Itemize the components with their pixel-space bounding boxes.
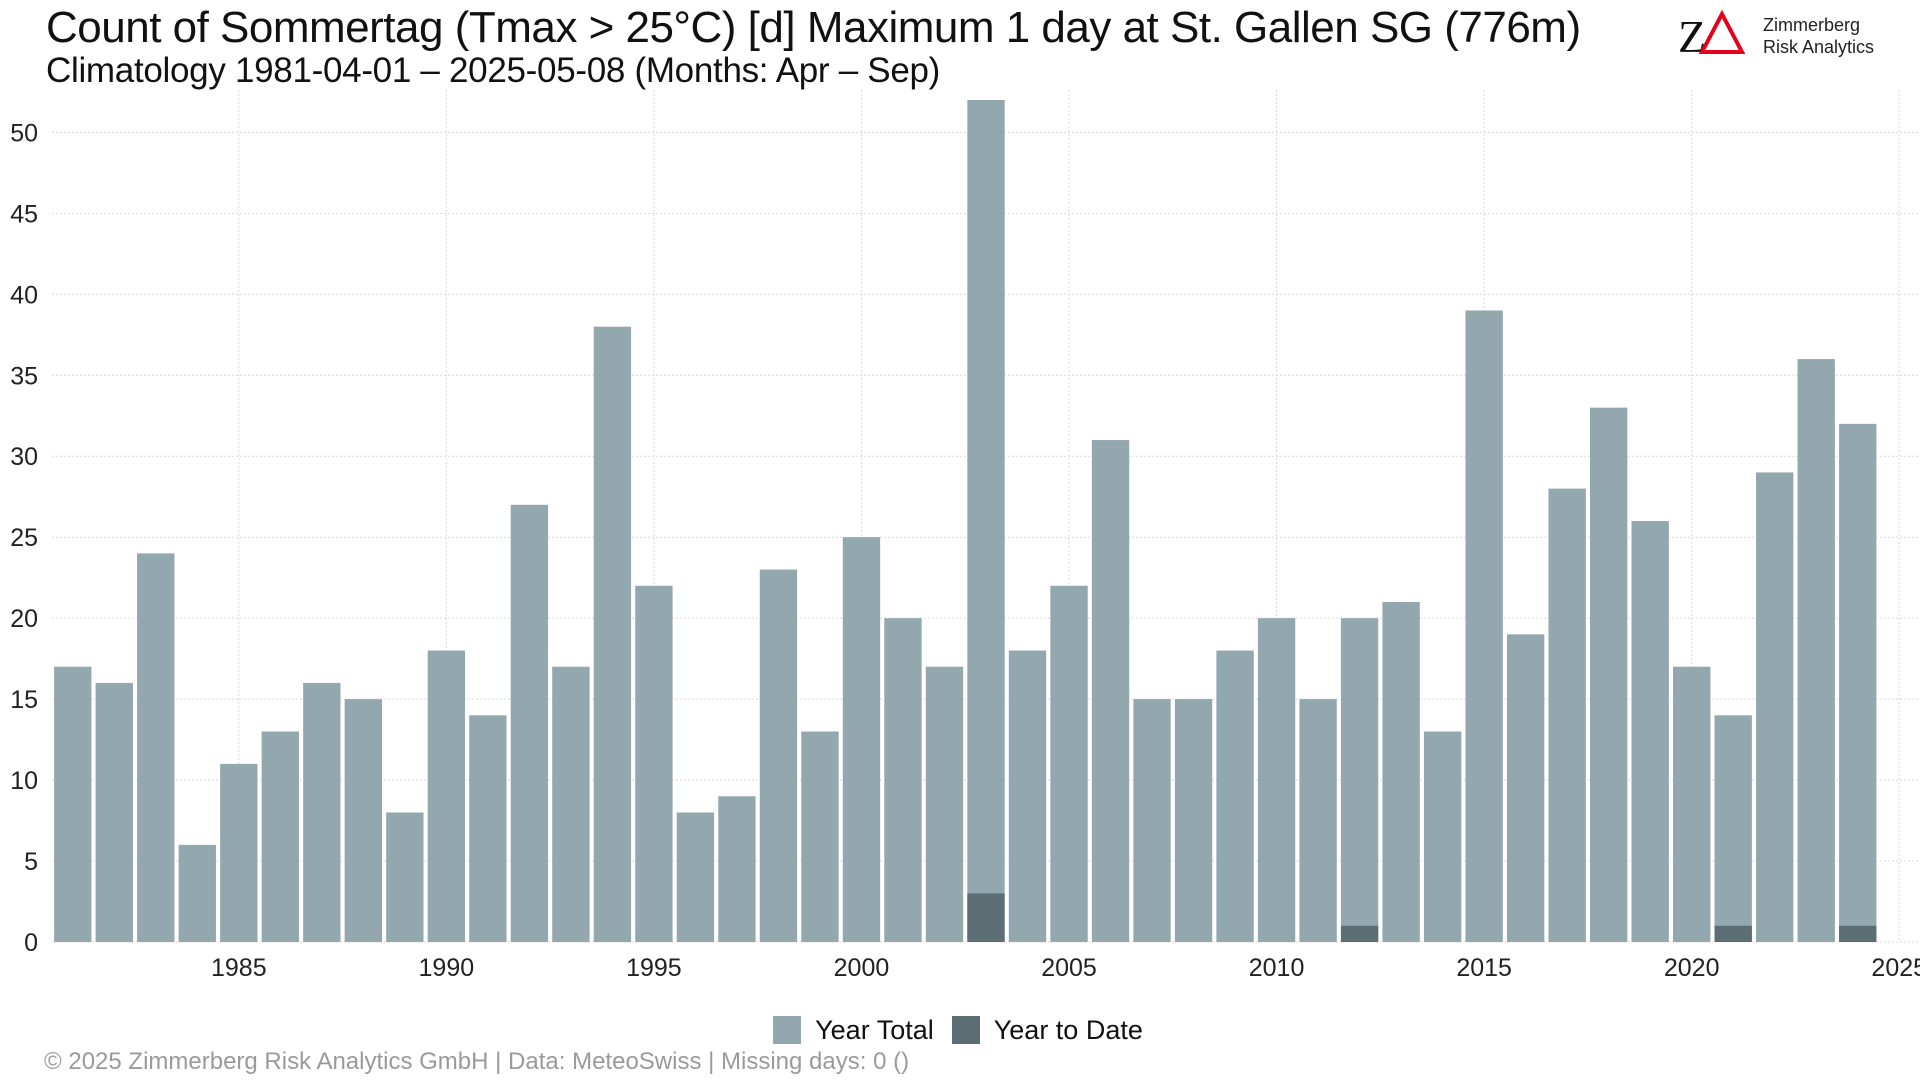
chart-subtitle: Climatology 1981-04-01 – 2025-05-08 (Mon…: [46, 51, 941, 90]
legend-item-year-to-date: Year to Date: [951, 1014, 1143, 1046]
logo-text: Zimmerberg Risk Analytics: [1763, 14, 1874, 58]
bar-year-total: [1714, 715, 1752, 942]
bar-year-total: [1797, 359, 1835, 943]
za-logo-icon: Z: [1678, 9, 1746, 62]
bar-year-total: [261, 731, 299, 942]
legend-label-year-to-date: Year to Date: [993, 1014, 1143, 1045]
legend-label-year-total: Year Total: [815, 1014, 934, 1045]
company-logo: Z Zimmerberg Risk Analytics: [1678, 8, 1898, 64]
bar-year-total: [1257, 618, 1296, 942]
bar-year-total: [801, 731, 839, 942]
bar-year-to-date: [1714, 925, 1752, 942]
x-tick-label: 2015: [1456, 954, 1512, 982]
bar-year-total: [718, 796, 756, 942]
bar-year-total: [1506, 634, 1545, 942]
y-tick-label: 10: [10, 767, 38, 795]
bar-year-total: [95, 682, 133, 942]
bar-year-to-date: [1839, 925, 1877, 942]
legend-item-year-total: Year Total: [773, 1015, 934, 1046]
bar-year-total: [303, 682, 341, 942]
bar-year-total: [759, 569, 798, 942]
y-tick-label: 5: [24, 848, 38, 876]
y-tick-label: 20: [10, 605, 38, 633]
bar-year-total: [967, 100, 1005, 942]
bar-year-total: [1631, 521, 1669, 942]
bar-year-total: [884, 618, 922, 942]
bar-year-total: [1589, 407, 1628, 943]
x-tick-label: 1985: [211, 954, 267, 982]
bar-year-total: [1133, 699, 1171, 942]
bar-year-total: [54, 666, 92, 942]
x-tick-label: 2000: [834, 954, 890, 982]
bar-year-total: [1548, 488, 1586, 942]
bar-year-total: [593, 326, 632, 942]
bar-year-total: [552, 666, 590, 942]
y-tick-label: 30: [10, 443, 38, 471]
logo-line1: Zimmerberg: [1763, 15, 1861, 35]
bar-year-total: [1091, 440, 1130, 942]
bar-year-total: [1050, 585, 1088, 942]
bar-year-total: [1756, 472, 1794, 942]
bar-year-total: [220, 763, 258, 942]
bar-year-total: [178, 844, 216, 942]
y-tick-label: 0: [24, 929, 38, 957]
bar-year-total: [676, 812, 715, 942]
bars: [54, 100, 1877, 943]
x-tick-label: 1995: [626, 954, 682, 982]
y-tick-label: 50: [10, 119, 38, 147]
bar-year-total: [427, 650, 466, 942]
bar-year-to-date: [1340, 925, 1379, 942]
bar-year-total: [1174, 699, 1213, 942]
bar-year-total: [1340, 618, 1379, 942]
bar-year-total: [1299, 699, 1337, 942]
bar-year-to-date: [967, 893, 1005, 942]
bar-year-total: [1839, 423, 1877, 942]
bar-year-total: [1673, 666, 1711, 942]
footer-credits: © 2025 Zimmerberg Risk Analytics GmbH | …: [44, 1048, 910, 1075]
y-axis-tick-labels: 0 5 10 15 20 25 30 35 40 45 50: [10, 119, 38, 957]
x-tick-label: 2025: [1871, 954, 1920, 982]
bar-year-total: [842, 537, 881, 942]
y-tick-label: 15: [10, 686, 38, 714]
bar-year-total: [1382, 601, 1420, 942]
bar-year-total: [1008, 650, 1047, 942]
x-tick-label: 1990: [419, 954, 475, 982]
bar-year-total: [386, 812, 424, 942]
x-tick-label: 2005: [1041, 954, 1097, 982]
y-tick-label: 35: [10, 362, 38, 390]
bar-year-total: [344, 699, 383, 942]
logo-line2: Risk Analytics: [1763, 37, 1875, 57]
bar-year-total: [635, 585, 673, 942]
y-tick-label: 45: [10, 200, 38, 228]
bar-year-total: [510, 504, 549, 942]
legend: Year Total Year to Date: [0, 1013, 1920, 1047]
bar-year-total: [469, 715, 507, 942]
x-tick-label: 2010: [1249, 954, 1305, 982]
bar-year-total: [1465, 310, 1503, 942]
bar-year-total: [1423, 731, 1462, 942]
x-tick-label: 2020: [1664, 954, 1720, 982]
bar-year-total: [1216, 650, 1254, 942]
y-tick-label: 25: [10, 524, 38, 552]
chart-title: Count of Sommertag (Tmax > 25°C) [d] Max…: [46, 3, 1581, 52]
legend-swatch-year-to-date: [951, 1016, 980, 1044]
x-axis-tick-labels: 1985 1990 1995 2000 2005 2010 2015 2020 2025: [211, 954, 1920, 982]
bar-year-total: [137, 553, 175, 942]
legend-swatch-year-total: [773, 1016, 802, 1044]
bar-year-total: [925, 666, 964, 942]
y-tick-label: 40: [10, 281, 38, 309]
